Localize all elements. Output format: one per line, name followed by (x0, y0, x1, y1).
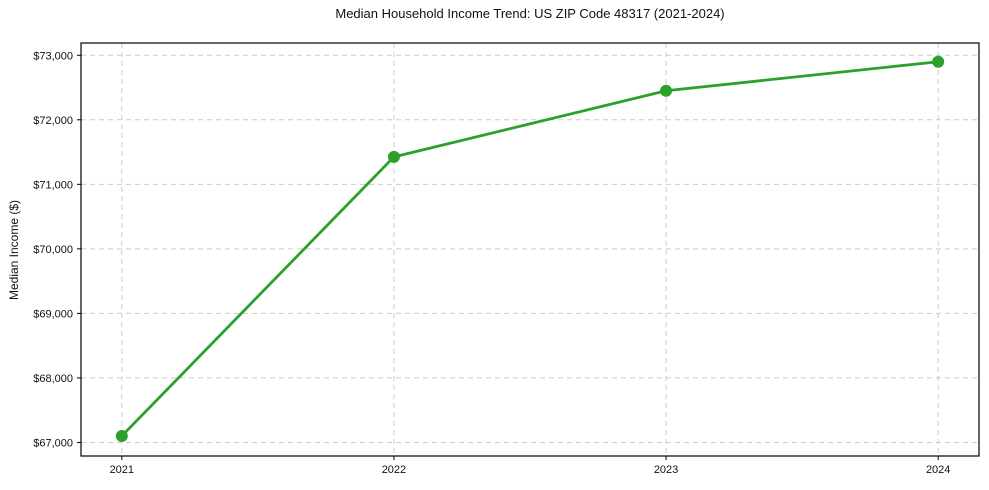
x-tick-label: 2022 (382, 464, 406, 476)
y-tick-label: $72,000 (33, 115, 73, 127)
data-point-marker (932, 55, 945, 68)
y-tick-label: $73,000 (33, 50, 73, 62)
plot-border (80, 42, 980, 457)
x-tick-label: 2021 (110, 464, 134, 476)
chart-title: Median Household Income Trend: US ZIP Co… (335, 6, 725, 21)
y-tick-label: $69,000 (33, 308, 73, 320)
data-point-marker (387, 150, 400, 163)
y-axis-label: Median Income ($) (7, 199, 21, 301)
data-point-marker (660, 84, 673, 97)
y-tick-label: $70,000 (33, 244, 73, 256)
x-tick-label: 2023 (654, 464, 678, 476)
y-tick-label: $67,000 (33, 437, 73, 449)
y-tick-label: $68,000 (33, 373, 73, 385)
y-tick-label: $71,000 (33, 179, 73, 191)
trend-line (120, 60, 940, 438)
data-point-marker (115, 429, 128, 442)
x-tick-label: 2024 (926, 464, 950, 476)
